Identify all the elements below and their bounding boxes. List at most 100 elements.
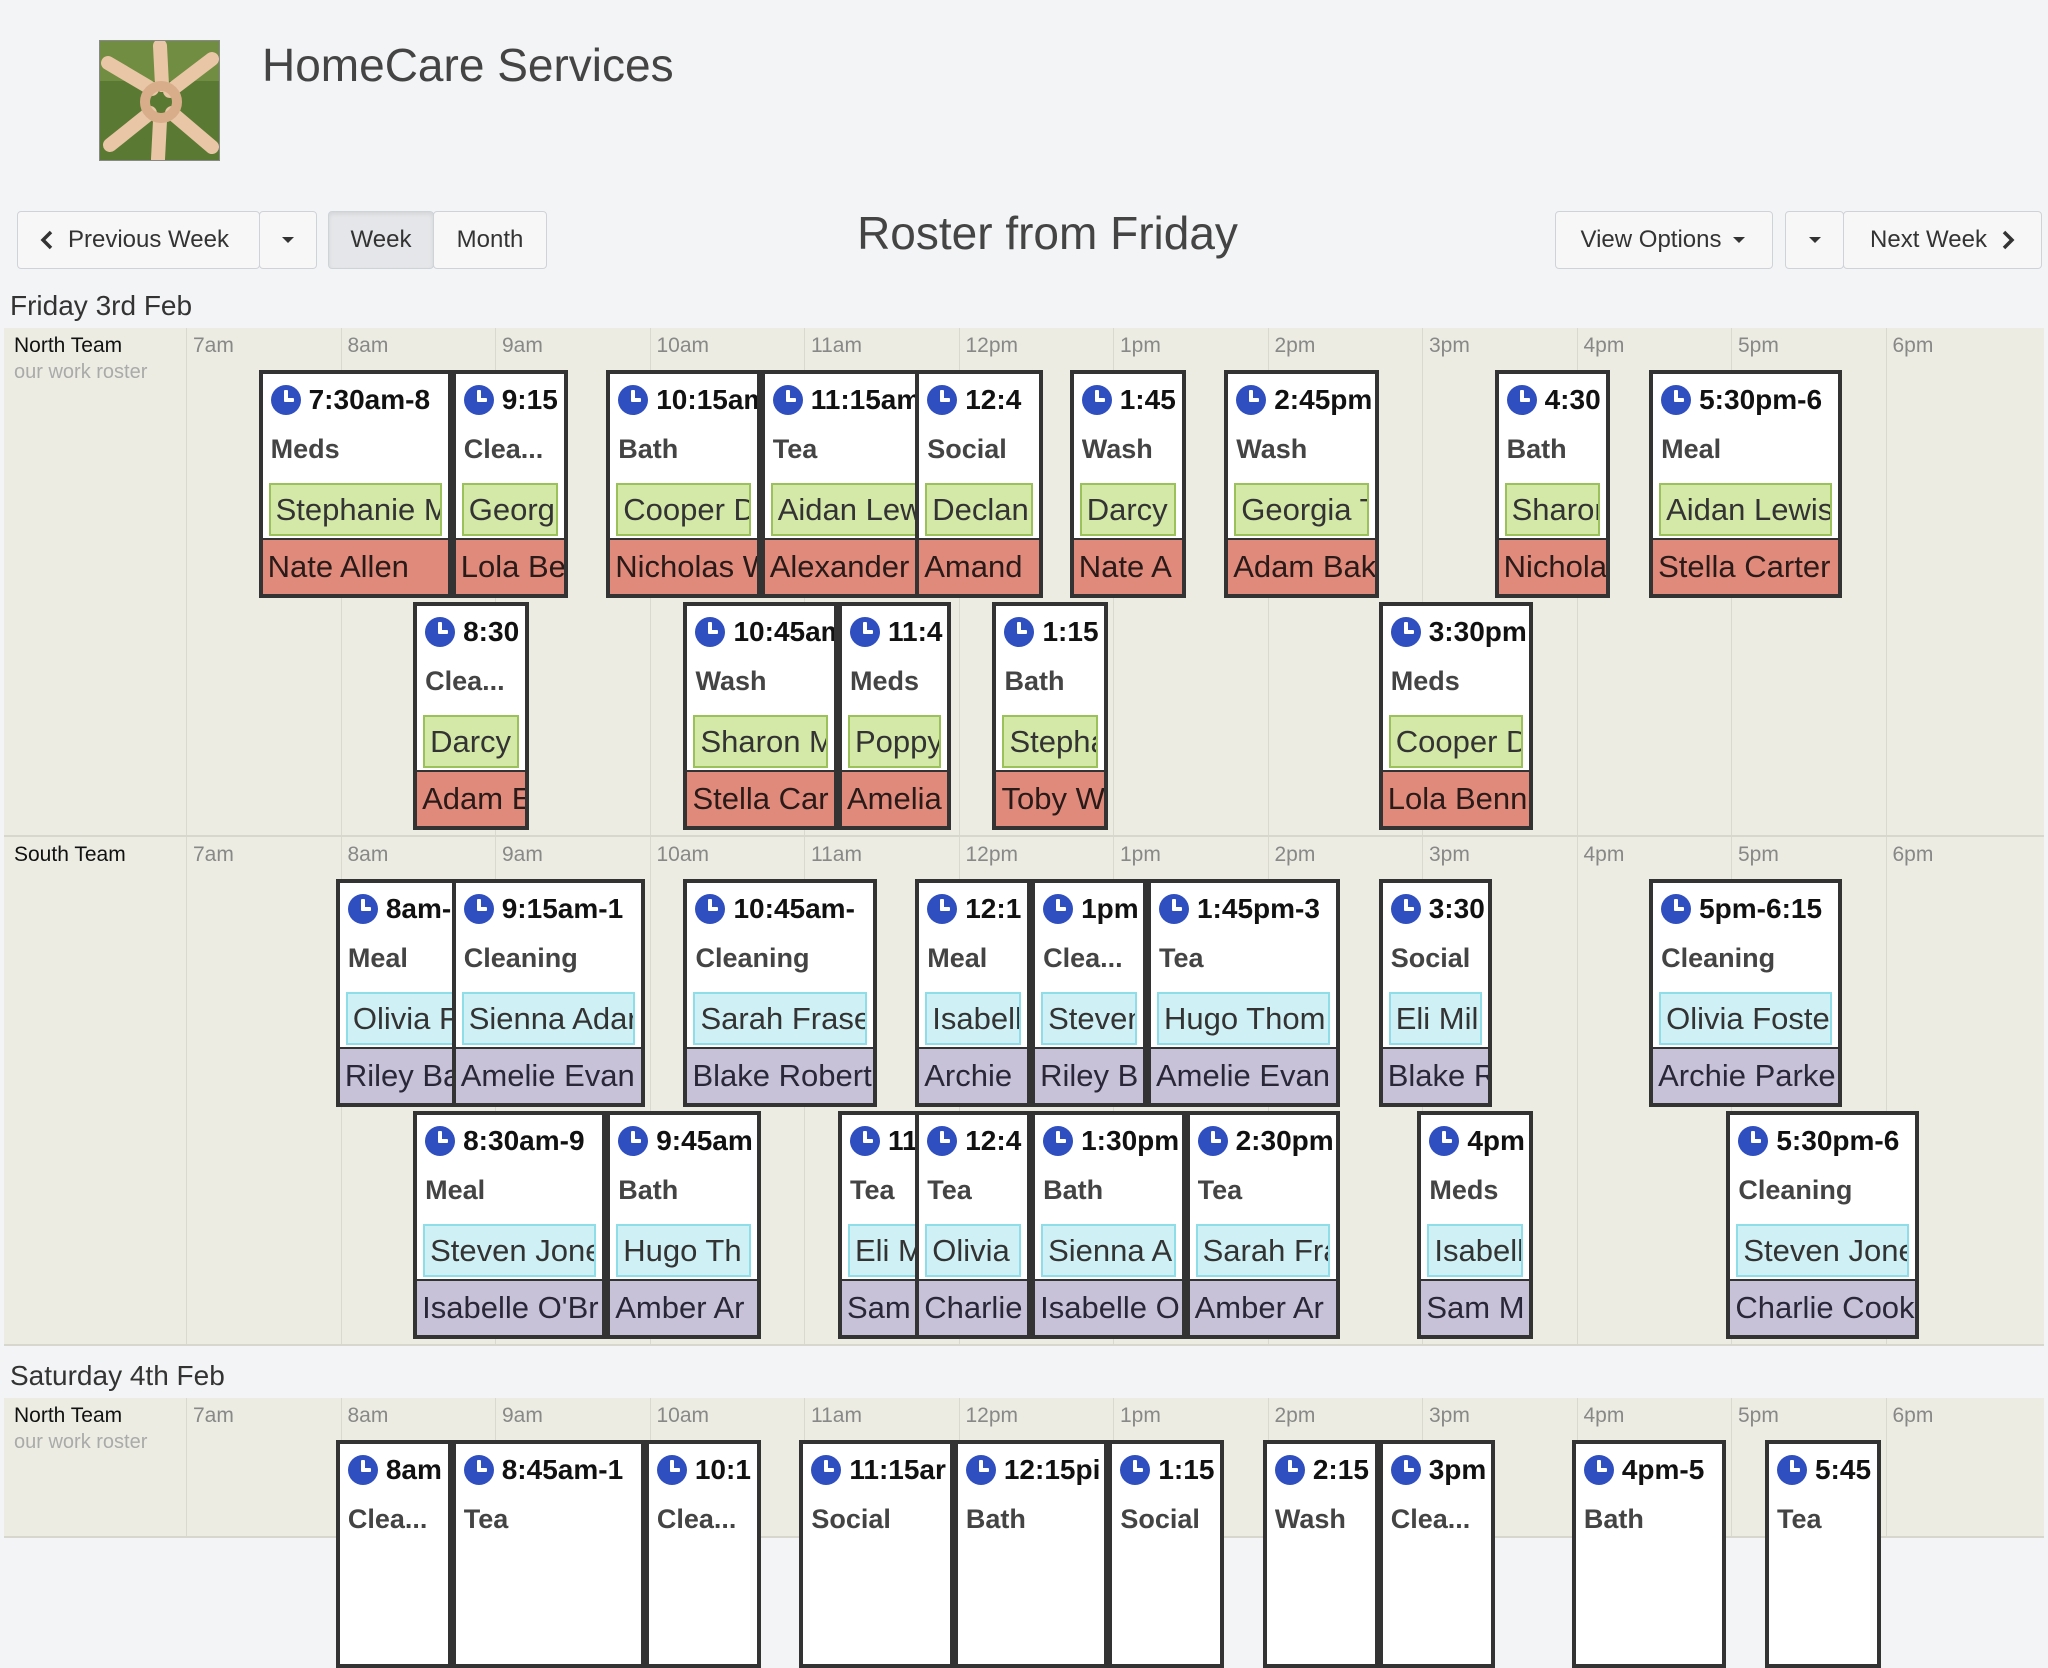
next-week-dropdown-button[interactable] <box>1785 211 1844 269</box>
shift-card[interactable]: 12:4 Social Declan Amand <box>915 370 1044 598</box>
staff-name[interactable]: Eli Mill <box>1388 992 1482 1045</box>
staff-name[interactable]: Steven Jone <box>423 1224 597 1277</box>
staff-name[interactable]: Sienna Adar <box>461 992 635 1045</box>
client-name[interactable]: Amelie Evan <box>1150 1047 1337 1103</box>
staff-name[interactable]: Sharon <box>1504 483 1601 536</box>
client-name[interactable]: Blake R <box>1382 1047 1488 1103</box>
client-name[interactable]: Amber Ar <box>610 1279 757 1335</box>
shift-card[interactable]: 10:15am Bath Cooper D Nicholas W <box>606 370 761 598</box>
client-name[interactable]: Amber Ar <box>1189 1279 1337 1335</box>
shift-card[interactable]: 5pm-6:15 Cleaning Olivia Foste Archie Parke <box>1649 879 1843 1107</box>
client-name[interactable]: Adam E <box>417 770 525 826</box>
staff-name[interactable]: Darcy <box>1079 483 1176 536</box>
shift-card[interactable]: 2:30pm Tea Sarah Fra Amber Ar <box>1185 1111 1341 1339</box>
shift-card[interactable]: 8:30 Clea... Darcy Adam E <box>413 602 529 830</box>
previous-week-button[interactable]: Previous Week <box>17 211 260 269</box>
client-name[interactable]: Amand <box>919 538 1040 594</box>
staff-name[interactable]: Stepha <box>1002 715 1099 768</box>
view-options-button[interactable]: View Options <box>1555 211 1773 269</box>
staff-name[interactable]: Isabell <box>1427 1224 1524 1277</box>
previous-week-dropdown-button[interactable] <box>259 211 317 269</box>
shift-card[interactable]: 4pm-5 Bath <box>1571 1440 1727 1668</box>
shift-card[interactable]: 2:45pm Wash Georgia T Adam Bak <box>1224 370 1379 598</box>
client-name[interactable]: Amelia <box>841 770 947 826</box>
shift-card[interactable]: 1:45 Wash Darcy Nate A <box>1069 370 1186 598</box>
client-name[interactable]: Charlie <box>919 1279 1028 1335</box>
client-name[interactable]: Archie Parke <box>1653 1047 1839 1103</box>
staff-name[interactable]: Georgia T <box>1234 483 1369 536</box>
client-name[interactable]: Blake Robert <box>687 1047 873 1103</box>
shift-card[interactable]: 1:45pm-3 Tea Hugo Thom Amelie Evan <box>1146 879 1341 1107</box>
staff-name[interactable]: Georg <box>461 483 558 536</box>
shift-card[interactable]: 11:15ar Social <box>799 1440 954 1668</box>
shift-card[interactable]: 11:15am-1 Tea Aidan Lewis Alexander H <box>760 370 951 598</box>
next-week-button[interactable]: Next Week <box>1843 211 2042 269</box>
staff-name[interactable]: Hugo Th <box>616 1224 751 1277</box>
staff-name[interactable]: Cooper D <box>616 483 751 536</box>
staff-name[interactable]: Poppy <box>847 715 941 768</box>
staff-name[interactable]: Steven <box>1041 992 1137 1045</box>
staff-name[interactable]: Sarah Frase <box>693 992 867 1045</box>
shift-card[interactable]: 3pm Clea... <box>1378 1440 1495 1668</box>
shift-card[interactable]: 5:45 Tea <box>1764 1440 1881 1668</box>
client-name[interactable]: Stella Carter <box>1653 538 1839 594</box>
shift-card[interactable]: 10:45am- Cleaning Sarah Frase Blake Robert <box>683 879 877 1107</box>
staff-name[interactable]: Olivia Foste <box>1659 992 1833 1045</box>
staff-name[interactable]: Sharon M <box>693 715 828 768</box>
staff-name[interactable]: Isabell <box>925 992 1022 1045</box>
shift-card[interactable]: 9:45am Bath Hugo Th Amber Ar <box>606 1111 761 1339</box>
shift-card[interactable]: 8am Clea... <box>335 1440 452 1668</box>
shift-card[interactable]: 5:30pm-6 Cleaning Steven Jone Charlie Cook <box>1726 1111 1920 1339</box>
client-name[interactable]: Toby W <box>996 770 1105 826</box>
staff-name[interactable]: Aidan Lewis <box>1659 483 1833 536</box>
staff-name[interactable]: Sienna A <box>1041 1224 1176 1277</box>
client-name[interactable]: Charlie Cook <box>1730 1279 1916 1335</box>
staff-name[interactable]: Declan <box>925 483 1034 536</box>
shift-card[interactable]: 4:30 Bath SharonNichola <box>1494 370 1611 598</box>
shift-card[interactable]: 8:45am-1 Tea <box>451 1440 645 1668</box>
shift-card[interactable]: 4pm Meds Isabell Sam M <box>1417 1111 1534 1339</box>
client-name[interactable]: Nate A <box>1073 538 1182 594</box>
shift-card[interactable]: 10:1 Clea... <box>644 1440 761 1668</box>
client-name[interactable]: Stella Car <box>687 770 834 826</box>
month-view-button[interactable]: Month <box>433 211 547 269</box>
staff-name[interactable]: Olivia <box>925 1224 1022 1277</box>
shift-card[interactable]: 5:30pm-6 Meal Aidan Lewis Stella Carter <box>1649 370 1843 598</box>
client-name[interactable]: Alexander H <box>764 538 947 594</box>
shift-card[interactable]: 1:15 Bath Stepha Toby W <box>992 602 1109 830</box>
client-name[interactable]: Nate Allen <box>262 538 448 594</box>
shift-card[interactable]: 12:1 Meal Isabell Archie <box>915 879 1032 1107</box>
shift-card[interactable]: 3:30pm Meds Cooper D Lola Benn <box>1378 602 1534 830</box>
staff-name[interactable]: Steven Jone <box>1736 1224 1910 1277</box>
shift-card[interactable]: 11:4 Meds Poppy Amelia <box>837 602 951 830</box>
client-name[interactable]: Sam M <box>1421 1279 1530 1335</box>
shift-card[interactable]: 12:15pi Bath <box>953 1440 1109 1668</box>
client-name[interactable]: Riley B <box>1035 1047 1143 1103</box>
shift-card[interactable]: 1:30pm Bath Sienna A Isabelle O <box>1031 1111 1186 1339</box>
client-name[interactable]: Lola Benn <box>1382 770 1530 826</box>
staff-name[interactable]: Aidan Lewis <box>770 483 941 536</box>
client-name[interactable]: Adam Bak <box>1228 538 1375 594</box>
shift-card[interactable]: 9:15am-1 Cleaning Sienna Adar Amelie Evan <box>451 879 645 1107</box>
shift-card[interactable]: 8:30am-9 Meal Steven Jone Isabelle O'Br <box>413 1111 607 1339</box>
staff-name[interactable]: Stephanie M <box>268 483 442 536</box>
shift-card[interactable]: 1pm Clea... Steven Riley B <box>1031 879 1147 1107</box>
shift-card[interactable]: 10:45am Wash Sharon M Stella Car <box>683 602 838 830</box>
client-name[interactable]: Lola Be <box>455 538 564 594</box>
shift-card[interactable]: 2:15 Wash <box>1262 1440 1379 1668</box>
shift-card[interactable]: 3:30 Social Eli Mill Blake R <box>1378 879 1492 1107</box>
staff-name[interactable]: Cooper D <box>1388 715 1524 768</box>
client-name[interactable]: Nicholas W <box>610 538 757 594</box>
shift-card[interactable]: 9:15 Clea... Georg Lola Be <box>451 370 568 598</box>
staff-name[interactable]: Sarah Fra <box>1195 1224 1331 1277</box>
staff-name[interactable]: Darcy <box>423 715 519 768</box>
client-name[interactable]: Isabelle O'Br <box>417 1279 603 1335</box>
client-name[interactable]: Archie <box>919 1047 1028 1103</box>
client-name[interactable]: Nichola <box>1498 538 1607 594</box>
shift-card[interactable]: 7:30am-8 Meds Stephanie M Nate Allen <box>258 370 452 598</box>
shift-card[interactable]: 12:4 Tea Olivia Charlie <box>915 1111 1032 1339</box>
staff-name[interactable]: Hugo Thom <box>1156 992 1331 1045</box>
shift-card[interactable]: 1:15 Social <box>1108 1440 1225 1668</box>
client-name[interactable]: Amelie Evan <box>455 1047 641 1103</box>
week-view-button[interactable]: Week <box>328 211 434 269</box>
